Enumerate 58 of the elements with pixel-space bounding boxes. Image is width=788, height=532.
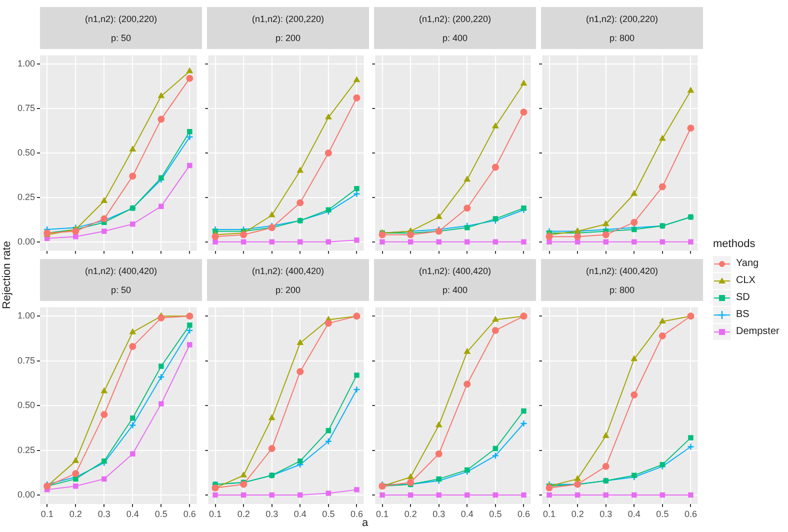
- y-tick-label: 0.00: [17, 490, 35, 500]
- chart-title: (n1,n2): (200,220): [84, 14, 158, 24]
- x-tick-label: 0.6: [350, 508, 363, 519]
- x-tick-label: 0.2: [571, 508, 584, 519]
- chart-title: (n1,n2): (400,420): [418, 266, 492, 276]
- x-tick-label: 0.3: [432, 508, 446, 519]
- x-tick-label: 0.5: [154, 508, 168, 519]
- chart-title: (n1,n2): (400,420): [84, 266, 158, 276]
- y-tick-label: 0.50: [17, 400, 35, 410]
- legend-label: Dempster: [736, 326, 780, 337]
- x-tick-label: 0.2: [69, 508, 82, 519]
- legend-label: Yang: [736, 258, 759, 269]
- x-tick-label: 0.4: [628, 508, 640, 519]
- y-tick-label: 1.00: [17, 310, 35, 321]
- legend-label: BS: [736, 309, 750, 320]
- x-axis-title: a: [362, 517, 368, 529]
- chart-title: (n1,n2): (200,220): [418, 14, 492, 24]
- x-tick-label: 0.6: [684, 508, 697, 519]
- chart-subtitle: p: 50: [110, 33, 132, 43]
- chart-subtitle: p: 50: [110, 285, 132, 295]
- chart-title: (n1,n2): (200,220): [250, 14, 326, 24]
- x-tick-label: 0.6: [183, 508, 196, 519]
- chart-title: (n1,n2): (200,220): [584, 14, 660, 24]
- x-tick-label: 0.5: [322, 508, 335, 519]
- chart-subtitle: p: 800: [608, 33, 636, 43]
- chart-title: (n1,n2): (400,420): [250, 266, 326, 276]
- y-tick-label: 0.25: [17, 444, 35, 455]
- y-tick-label: 1.00: [17, 58, 35, 69]
- y-tick-label: 0.75: [17, 103, 35, 114]
- x-tick-label: 0.1: [543, 508, 556, 519]
- y-tick-label: 0.00: [17, 236, 35, 246]
- x-tick-label: 0.2: [404, 508, 417, 519]
- x-tick-label: 0.5: [656, 508, 669, 519]
- x-tick-label: 0.6: [517, 508, 530, 519]
- y-tick-label: 0.25: [17, 192, 35, 202]
- legend-label: SD: [736, 292, 750, 303]
- chart-subtitle: p: 800: [608, 285, 636, 295]
- chart-subtitle: p: 400: [441, 285, 469, 295]
- y-tick-label: 0.75: [17, 355, 35, 366]
- x-tick-label: 0.4: [460, 508, 474, 519]
- y-axis-title: Rejection rate: [1, 241, 13, 309]
- legend-title: methods: [713, 238, 756, 250]
- x-tick-label: 0.1: [40, 508, 54, 519]
- chart-title: (n1,n2): (400,420): [584, 266, 660, 276]
- x-tick-label: 0.1: [209, 508, 222, 519]
- x-tick-label: 0.3: [98, 508, 110, 519]
- legend-label: CLX: [736, 275, 756, 286]
- chart-subtitle: p: 200: [274, 33, 302, 43]
- x-tick-label: 0.2: [237, 508, 250, 519]
- x-tick-label: 0.1: [376, 508, 389, 519]
- chart-subtitle: p: 200: [274, 285, 302, 295]
- x-tick-label: 0.3: [266, 508, 278, 519]
- x-tick-label: 0.3: [600, 508, 612, 519]
- x-tick-label: 0.4: [294, 508, 306, 519]
- y-tick-label: 0.50: [17, 147, 35, 158]
- chart-subtitle: p: 400: [441, 33, 469, 43]
- x-tick-label: 0.4: [126, 508, 139, 519]
- x-tick-label: 0.5: [489, 508, 502, 519]
